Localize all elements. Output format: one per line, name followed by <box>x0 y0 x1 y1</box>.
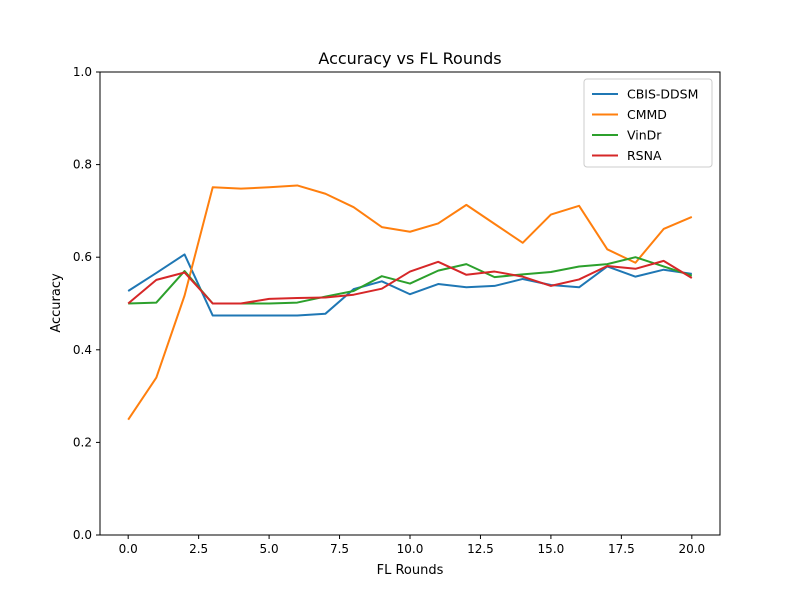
legend-label: CMMD <box>627 107 667 122</box>
legend-label: VinDr <box>627 128 662 143</box>
chart-title: Accuracy vs FL Rounds <box>318 49 501 68</box>
x-tick-label: 12.5 <box>467 542 494 556</box>
y-tick-label: 1.0 <box>73 65 92 79</box>
plot-area: 0.0 2.5 5.0 7.5 10.0 12.5 15.0 17.5 20.0 0.0 0.2 0.… <box>73 65 721 556</box>
series-line-cbis-ddsm <box>127 253 692 317</box>
x-tick-label: 17.5 <box>608 542 635 556</box>
x-tick-label: 10.0 <box>397 542 424 556</box>
x-axis-label: FL Rounds <box>377 563 444 578</box>
legend-box <box>583 78 713 168</box>
y-tick-label: 0.8 <box>73 158 92 172</box>
x-tick-label: 7.5 <box>330 542 349 556</box>
legend-label: CBIS-DDSM <box>627 87 698 102</box>
x-tick-label: 0.0 <box>119 542 138 556</box>
legend-label: RSNA <box>627 148 662 163</box>
y-tick-label: 0.4 <box>73 343 92 357</box>
y-tick-label: 0.0 <box>73 528 92 542</box>
x-tick-label: 15.0 <box>538 542 565 556</box>
x-tick-label: 2.5 <box>189 542 208 556</box>
x-tick-label: 20.0 <box>678 542 705 556</box>
y-axis-label: Accuracy <box>49 273 64 333</box>
series-line-cmmd <box>127 184 693 421</box>
legend: CBIS-DDSM CMMD VinDr RSNA <box>583 78 713 168</box>
series-line-rsna <box>127 259 693 305</box>
y-tick-label: 0.2 <box>73 435 92 449</box>
x-tick-label: 5.0 <box>260 542 279 556</box>
y-tick-label: 0.6 <box>73 250 92 264</box>
